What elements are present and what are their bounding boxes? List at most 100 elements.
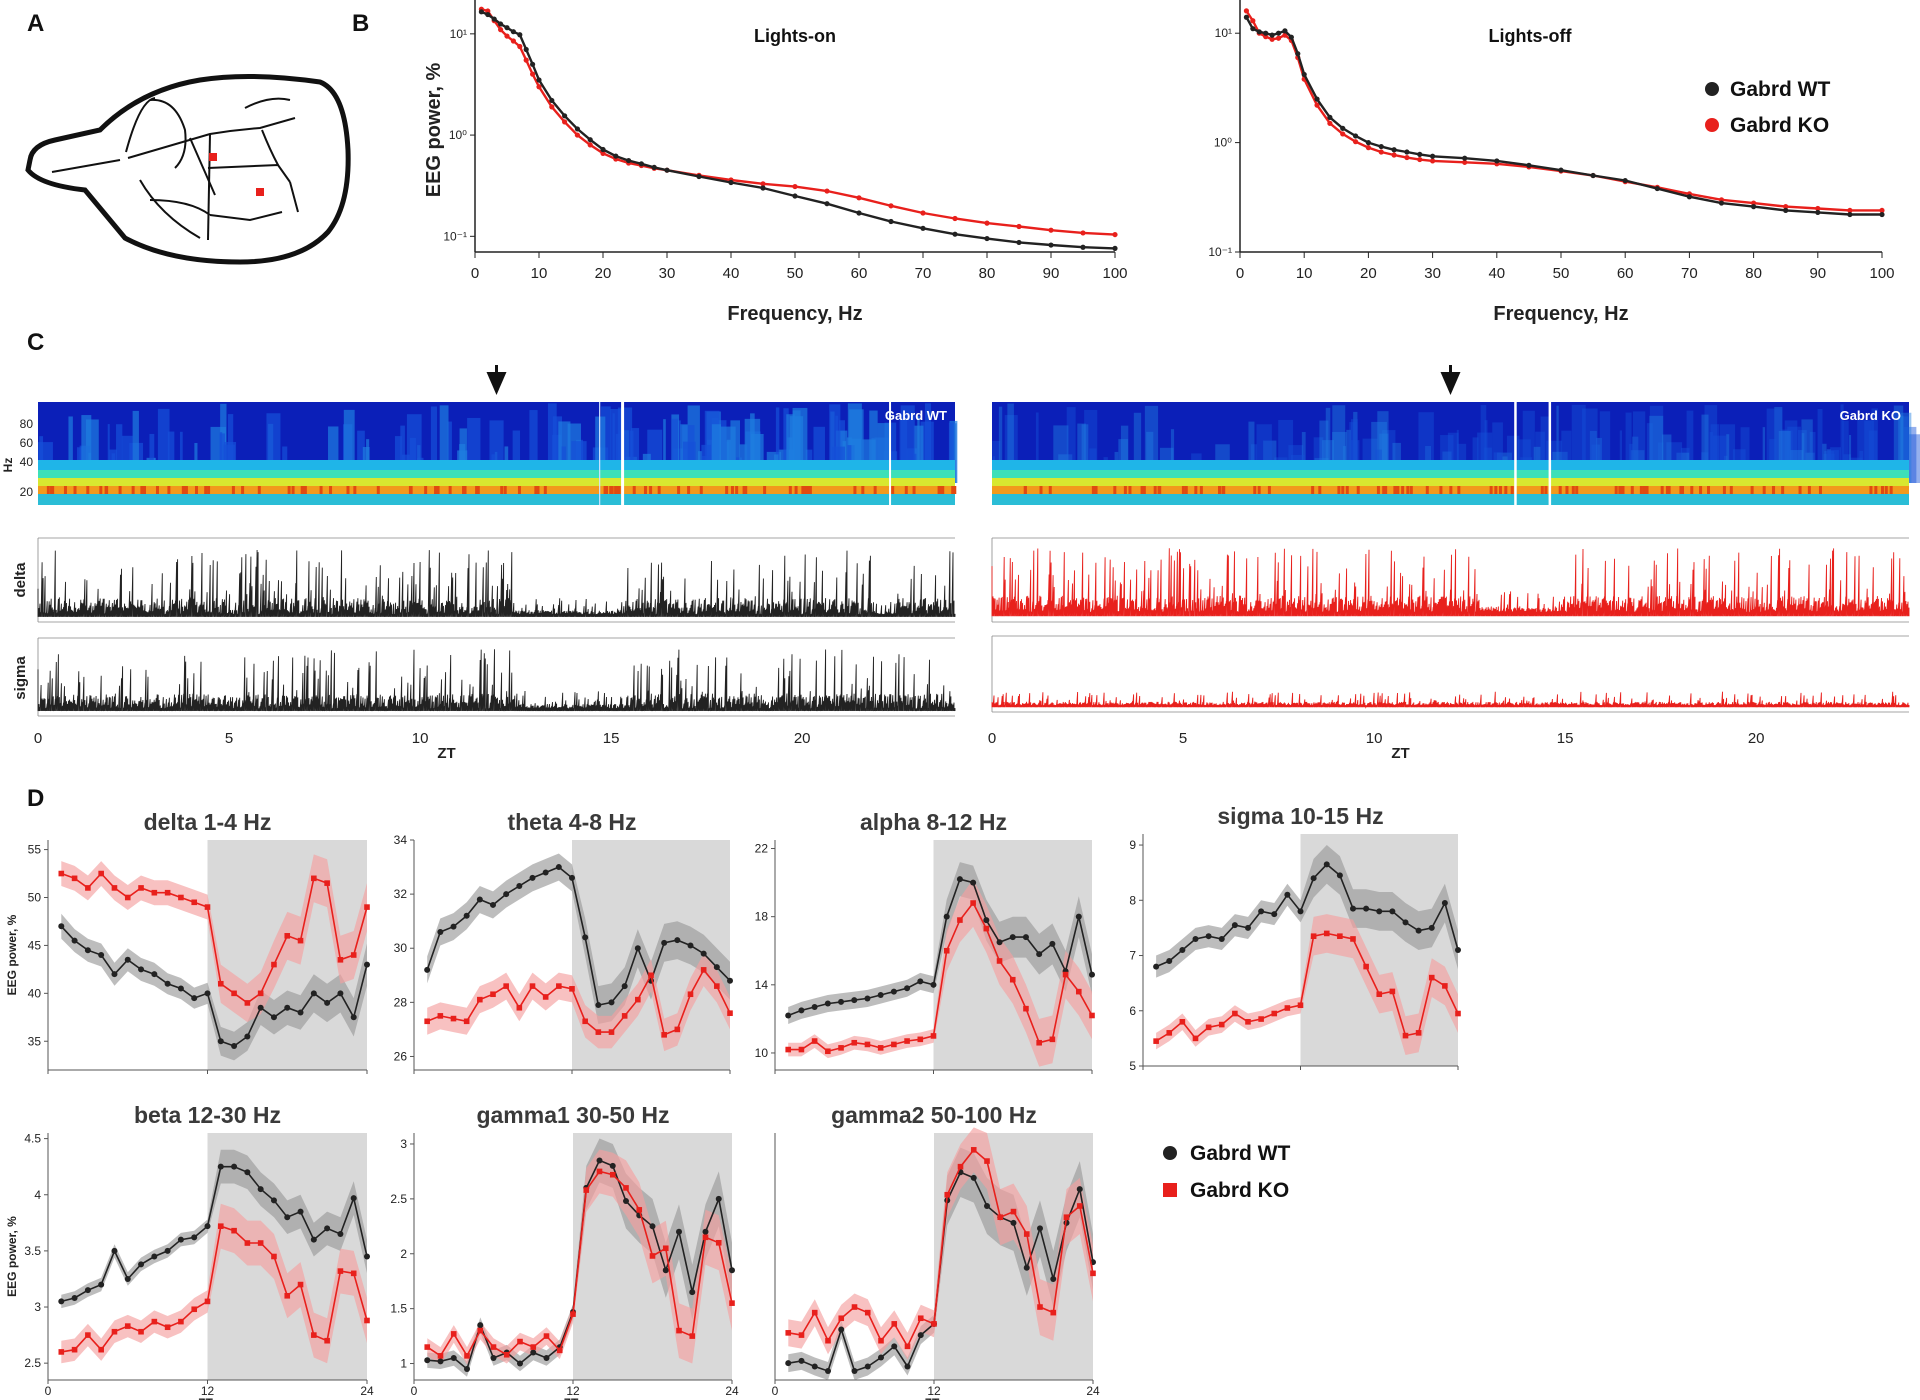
zt-axis-label: ZT [437, 745, 455, 762]
data-point-wt [798, 1007, 805, 1014]
spectrogram-activity-column [601, 406, 611, 483]
spectrogram-hot-spot [1113, 486, 1117, 494]
spectrogram-hot-spot [194, 486, 198, 494]
legend-b-wt-label: Gabrd WT [1730, 78, 1830, 101]
data-point-wt [838, 1326, 845, 1333]
data-point-ko [324, 880, 330, 886]
data-point-ko [825, 1337, 831, 1344]
spectrogram-hot-spot [1457, 486, 1461, 494]
data-point-wt [337, 990, 344, 997]
data-point-wt [530, 61, 536, 67]
spectrogram-activity-column [948, 422, 954, 483]
spectrogram-hot-spot [912, 486, 916, 494]
zt-arrow-marker [486, 372, 507, 395]
data-point-wt [517, 1360, 523, 1367]
data-point-wt [1009, 934, 1016, 941]
data-point-wt [687, 942, 694, 949]
data-point-wt [792, 193, 798, 199]
data-point-wt [1365, 140, 1371, 146]
data-point-wt [517, 32, 523, 38]
error-band-ko [788, 1127, 1093, 1360]
spectrogram-hot-spot [1884, 486, 1888, 494]
spectrogram-activity-column [529, 410, 538, 483]
data-point-ko [1016, 223, 1022, 230]
y-tick-label: 4.5 [24, 1132, 41, 1146]
data-point-ko [530, 1344, 537, 1350]
spectrogram-activity-column [1350, 419, 1358, 483]
spectrogram-band [992, 470, 1909, 478]
data-point-wt [1036, 951, 1043, 958]
spectrogram-activity-column [459, 428, 467, 483]
data-point-ko [350, 1270, 357, 1277]
spectrogram-activity-column [631, 428, 640, 483]
data-point-wt [490, 1355, 497, 1362]
data-point-ko [231, 1227, 237, 1234]
spectrogram-hot-spot [605, 486, 609, 494]
spectrogram-band [992, 478, 1909, 486]
chart-title: theta 4-8 Hz [507, 809, 636, 835]
spectrogram-hot-spot [1504, 486, 1508, 494]
x-tick-label: 70 [915, 265, 932, 282]
y-axis-title: EEG power, % [5, 914, 19, 995]
data-point-wt [1048, 242, 1054, 248]
spectrogram-hot-spot [610, 486, 614, 494]
series-line-ko [481, 8, 1116, 236]
spectrogram-hot-spot [1318, 486, 1322, 494]
data-point-ko [516, 1004, 523, 1011]
data-point-ko [785, 1330, 792, 1336]
spectrogram-hot-spot [1510, 486, 1514, 494]
data-point-ko [504, 33, 510, 39]
spectrogram-hot-spot [1614, 486, 1618, 494]
data-point-wt [257, 1186, 264, 1193]
spectrogram-activity-column [1893, 405, 1904, 483]
spectrogram-activity-column [1848, 434, 1852, 483]
chart-title: sigma 10-15 Hz [1217, 803, 1383, 829]
data-point-wt [424, 1357, 431, 1364]
data-point-wt [1314, 96, 1320, 102]
data-point-wt [970, 879, 977, 886]
data-point-wt [634, 945, 641, 952]
data-point-ko [517, 43, 523, 50]
data-point-wt [297, 1208, 304, 1215]
data-point-wt [1080, 244, 1086, 250]
spectrogram-activity-column [1661, 434, 1672, 483]
data-point-wt [1263, 30, 1269, 36]
data-point-ko [1089, 1012, 1095, 1019]
data-point-wt [284, 1214, 291, 1221]
data-point-ko [217, 1223, 224, 1229]
spectrogram-activity-column [149, 433, 155, 483]
data-point-ko [952, 215, 958, 222]
data-point-ko [1023, 1231, 1030, 1237]
spectrogram-wt: Gabrd WT [38, 402, 958, 505]
spectrogram-hot-spot [1645, 486, 1649, 494]
data-point-ko [1402, 1032, 1409, 1039]
data-point-wt [1686, 194, 1692, 200]
data-point-wt [1336, 872, 1343, 879]
x-tick-label: 0 [45, 1384, 52, 1398]
data-point-ko [204, 904, 211, 910]
data-point-ko [984, 1158, 990, 1164]
y-tick-label: 26 [394, 1049, 408, 1063]
legend-d-ko-marker [1163, 1183, 1177, 1197]
spectrogram-activity-column [1379, 433, 1389, 483]
data-point-ko [676, 1327, 682, 1334]
spectrogram-hot-spot [1665, 486, 1669, 494]
data-point-wt [191, 1234, 198, 1241]
x-axis-title: ZT [564, 1396, 579, 1400]
spectrogram-activity-column [1801, 433, 1805, 483]
spectrogram-activity-column [1710, 424, 1720, 483]
spectrogram-activity-column [1589, 430, 1597, 483]
y-tick-label: 34 [394, 833, 408, 847]
data-point-wt [1590, 172, 1596, 179]
data-point-wt [864, 995, 871, 1002]
spectrogram-hot-spot [46, 486, 50, 494]
data-point-ko [1112, 231, 1118, 238]
data-point-wt [1243, 14, 1250, 20]
data-point-ko [1783, 204, 1789, 210]
y-tick-label: 40 [28, 986, 42, 1000]
spectrogram-hot-spot [853, 486, 857, 494]
spectrogram-activity-column [1899, 416, 1909, 483]
data-point-wt [904, 1363, 911, 1370]
data-point-ko [503, 1351, 510, 1358]
spectrogram-activity-column [829, 404, 841, 483]
